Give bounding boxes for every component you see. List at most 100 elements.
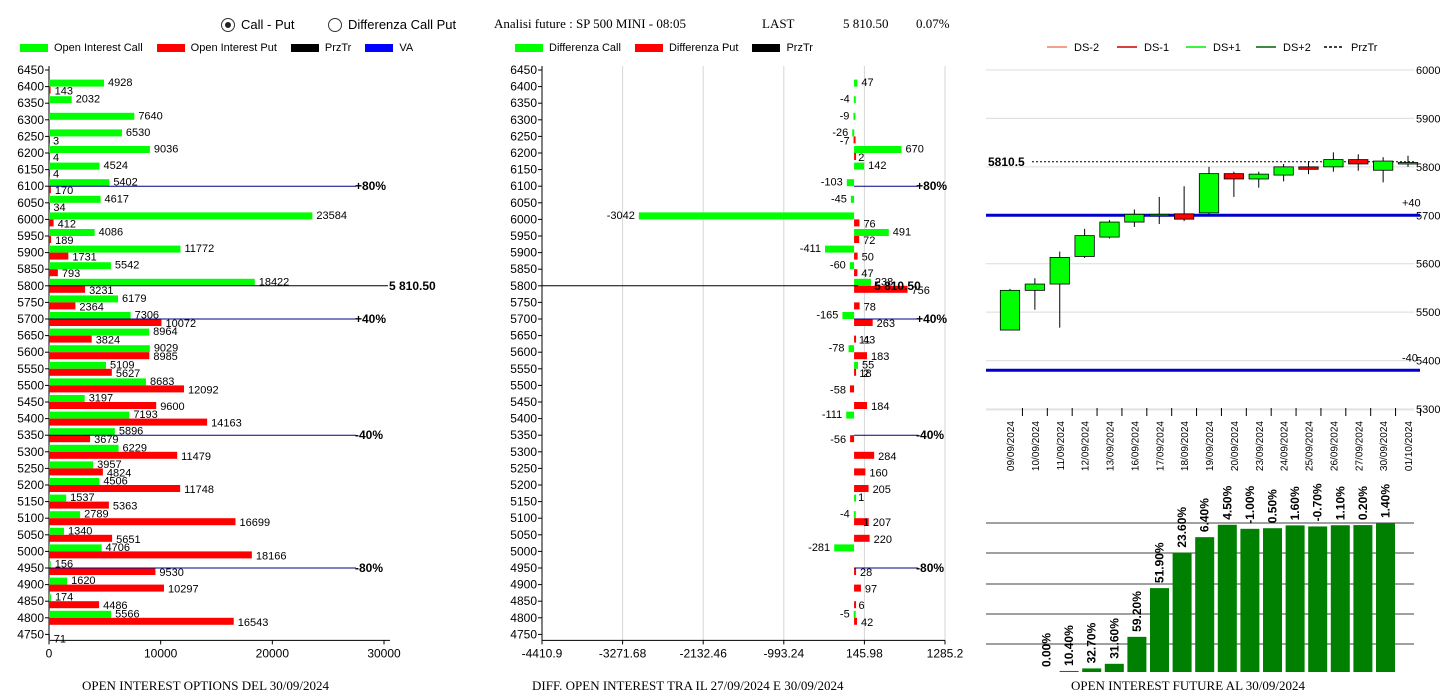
diff-call-label: -281	[808, 542, 830, 554]
legend-label: Differenza Put	[668, 42, 739, 54]
diff-call-bar	[849, 262, 855, 270]
candle-body	[1273, 166, 1294, 176]
radio-unselected-icon[interactable]	[328, 17, 342, 32]
put-bar	[49, 468, 103, 476]
call-bar	[49, 96, 72, 104]
diff-call-bar	[854, 361, 858, 369]
radio-differenza-label: Differenza Call Put	[348, 17, 457, 32]
strike-label: 6450	[510, 63, 537, 77]
call-value-label: 5896	[119, 426, 143, 438]
diff-put-label: 11	[859, 335, 870, 347]
diff-put-label: -7	[840, 135, 850, 147]
legend-label: PrzTr	[786, 42, 813, 54]
x-tick-label: -4410.9	[522, 646, 563, 660]
call-bar	[49, 245, 181, 253]
call-value-label: 8964	[153, 326, 177, 338]
call-bar	[49, 262, 111, 270]
diff-call-label: 491	[893, 227, 911, 239]
put-bar	[49, 385, 185, 393]
call-bar	[49, 478, 100, 485]
strike-label: 6250	[17, 129, 44, 143]
candle-body	[1323, 159, 1344, 168]
last-label: LAST	[762, 16, 795, 31]
put-bar	[49, 269, 58, 277]
x-tick-label: -2132.46	[680, 646, 728, 660]
date-label: 11/09/2024	[1056, 421, 1067, 471]
call-value-label: 1620	[71, 575, 95, 587]
diff-oi-chart: -4410.9 -3271.68 -2132.46 -993.24 145.98 1285…	[510, 63, 964, 660]
put-value-label: 2364	[79, 301, 103, 313]
strike-label: 6200	[17, 146, 44, 160]
call-bar	[49, 544, 102, 552]
oi-pct-label: 32.70%	[1085, 622, 1099, 663]
x-tick-label: 145.98	[846, 646, 883, 660]
put-value-label: 5651	[116, 534, 140, 546]
oi-options-chart: 0 10000 20000 30000 6450 6400 4928 143 6350 2032 6…	[17, 63, 436, 660]
strike-label: 5200	[510, 478, 537, 492]
diff-call-label: -411	[800, 243, 821, 255]
strike-label: 6450	[17, 63, 44, 77]
diff-extra-label: 43	[863, 335, 875, 347]
candle-body	[1198, 173, 1220, 214]
put-value-label: 4824	[107, 467, 131, 479]
legend-label: VA	[399, 42, 414, 54]
call-bar	[49, 511, 81, 519]
put-bar	[49, 634, 50, 642]
diff-call-bar	[854, 79, 858, 87]
swatch-icon	[634, 44, 663, 52]
candle-body	[1223, 173, 1244, 180]
strike-label: 6050	[17, 196, 44, 210]
strike-label: 6150	[510, 163, 537, 177]
oi-pct-label: 23.60%	[1175, 507, 1189, 548]
diff-put-bar	[854, 485, 869, 492]
oi-pct-label: 0.50%	[1266, 489, 1280, 523]
oi-bar	[1263, 528, 1282, 672]
legend-label: DS-2	[1074, 42, 1099, 54]
strike-label: 5650	[17, 329, 44, 343]
strike-label: 4850	[510, 594, 537, 608]
date-label: 17/09/2024	[1155, 421, 1166, 471]
legend-label: DS+2	[1283, 42, 1311, 54]
call-bar	[49, 112, 135, 120]
put-value-label: 14163	[211, 418, 242, 430]
strike-label: 4800	[17, 611, 44, 625]
diff-put-bar	[854, 252, 858, 260]
strike-label: 5950	[17, 229, 44, 243]
radio-call-put[interactable]: Call - Put	[221, 17, 294, 32]
call-value-label: 3957	[97, 459, 121, 471]
put-value-label: 5627	[116, 368, 140, 380]
call-value-label: 4086	[99, 227, 123, 239]
strike-label: 5900	[17, 246, 44, 260]
call-value-label: 2032	[76, 94, 100, 106]
radio-selected-icon[interactable]	[221, 17, 235, 32]
call-value-label: 11772	[184, 243, 214, 255]
oi-bar	[1104, 663, 1124, 672]
put-bar	[49, 485, 181, 492]
strike-label: 5500	[510, 378, 537, 392]
last-value: 5 810.50	[843, 16, 889, 31]
oi-bar	[1195, 537, 1215, 672]
diff-call-bar	[848, 345, 855, 353]
oi-bar	[1217, 524, 1237, 672]
candle-body	[1024, 283, 1045, 291]
candle-body	[1049, 257, 1070, 285]
diff-extra-label: 2	[863, 368, 869, 380]
put-bar	[49, 584, 164, 592]
put-value-label: 9530	[159, 567, 183, 579]
put-value-label: 11748	[184, 484, 214, 496]
diff-put-bar	[854, 269, 858, 277]
strike-label: 5650	[510, 329, 537, 343]
x-tick-label: 1285.2	[927, 646, 964, 660]
ds-label: +40	[1402, 197, 1421, 209]
analysis-title: Analisi future : SP 500 MINI - 08:05	[494, 16, 686, 31]
legend-va: VA	[365, 42, 413, 54]
strike-label: 6000	[510, 212, 537, 226]
call-value-label: 6229	[123, 442, 147, 454]
call-value-label: 7640	[138, 110, 162, 122]
reference-label: -40%	[355, 428, 383, 442]
y-tick-label: 5400	[1416, 356, 1440, 368]
strike-label: 6100	[17, 179, 44, 193]
date-label: 23/09/2024	[1255, 421, 1266, 471]
radio-differenza[interactable]: Differenza Call Put	[328, 17, 456, 32]
diff-put-label: 263	[877, 318, 895, 330]
